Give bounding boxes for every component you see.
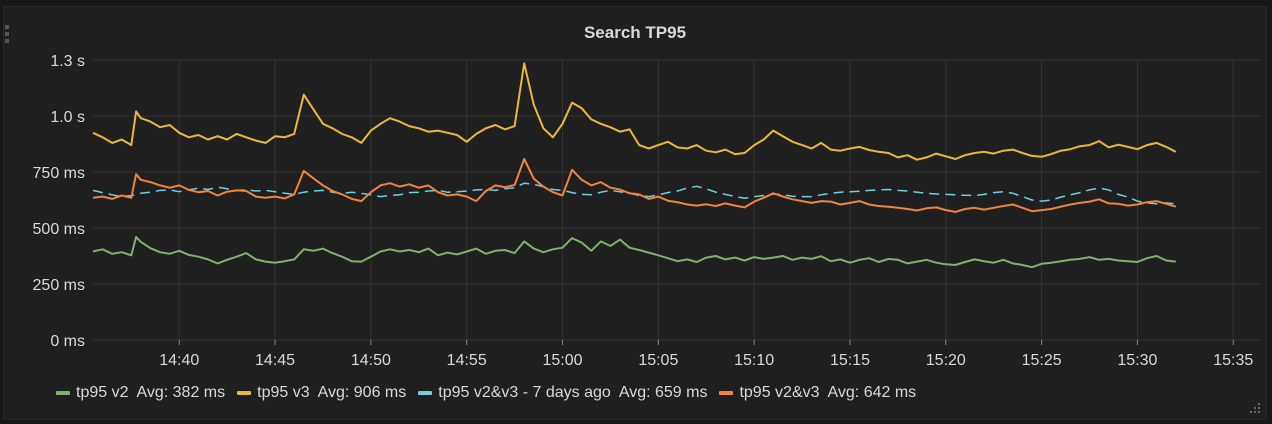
series-line-tp95-v2-v3 (92, 158, 1177, 213)
x-tick-label: 15:25 (1022, 352, 1062, 369)
legend-swatch (237, 391, 252, 395)
legend-item-tp95-v2[interactable]: tp95 v2 Avg: 382 ms (56, 384, 225, 402)
panel-title[interactable]: Search TP95 (583, 23, 687, 42)
legend-swatch (418, 391, 433, 395)
legend-avg-value: Avg: 642 ms (827, 384, 917, 401)
y-tick-label: 500 ms (33, 221, 85, 238)
x-tick-label: 15:30 (1117, 352, 1157, 369)
series-line-tp95-v3 (92, 62, 1177, 161)
legend-item-tp95-v2v3-7-days-ago[interactable]: tp95 v2&v3 - 7 days ago Avg: 659 ms (418, 384, 707, 402)
x-tick-label: 14:55 (447, 352, 487, 369)
y-tick-label: 750 ms (33, 165, 85, 182)
legend-avg-value: Avg: 659 ms (618, 384, 708, 401)
x-tick-label: 15:15 (830, 352, 870, 369)
legend-series-name: tp95 v2&v3 - 7 days ago (438, 384, 611, 401)
y-tick-label: 250 ms (33, 277, 85, 294)
legend-series-name: tp95 v3 (257, 384, 310, 401)
y-tick-label: 1.0 s (50, 109, 85, 126)
drag-handle-icon[interactable] (4, 25, 10, 47)
legend-swatch (56, 391, 70, 395)
legend-avg-value: Avg: 906 ms (317, 384, 407, 401)
legend-series-name: tp95 v2&v3 (739, 384, 820, 401)
x-tick-label: 14:45 (255, 352, 295, 369)
resize-handle-icon[interactable] (1250, 403, 1262, 415)
series-line-tp95-v2 (92, 236, 1176, 269)
chart-plot[interactable]: 0 ms 250 ms 500 ms 750 ms 1.0 s 1.3 s 14:40 14:… (4, 7, 1268, 377)
x-tick-label: 15:00 (542, 352, 582, 369)
y-tick-label: 0 ms (50, 333, 85, 350)
x-tick-label: 15:10 (734, 352, 774, 369)
legend-swatch (719, 391, 734, 395)
y-tick-label: 1.3 s (50, 53, 85, 70)
x-tick-label: 14:40 (159, 352, 199, 369)
legend-item-tp95-v2v3[interactable]: tp95 v2&v3 Avg: 642 ms (719, 384, 916, 402)
x-tick-label: 15:05 (638, 352, 678, 369)
x-tick-label: 15:35 (1213, 352, 1253, 369)
graph-panel: Search TP95 0 ms 250 ms 500 ms 750 ms 1.0 s 1… (3, 6, 1267, 420)
x-tick-label: 14:50 (351, 352, 391, 369)
legend: tp95 v2 Avg: 382 ms tp95 v3 Avg: 906 ms … (56, 384, 928, 402)
legend-item-tp95-v3[interactable]: tp95 v3 Avg: 906 ms (237, 384, 406, 402)
legend-avg-value: Avg: 382 ms (136, 384, 226, 401)
legend-series-name: tp95 v2 (76, 384, 129, 401)
x-tick-label: 15:20 (926, 352, 966, 369)
